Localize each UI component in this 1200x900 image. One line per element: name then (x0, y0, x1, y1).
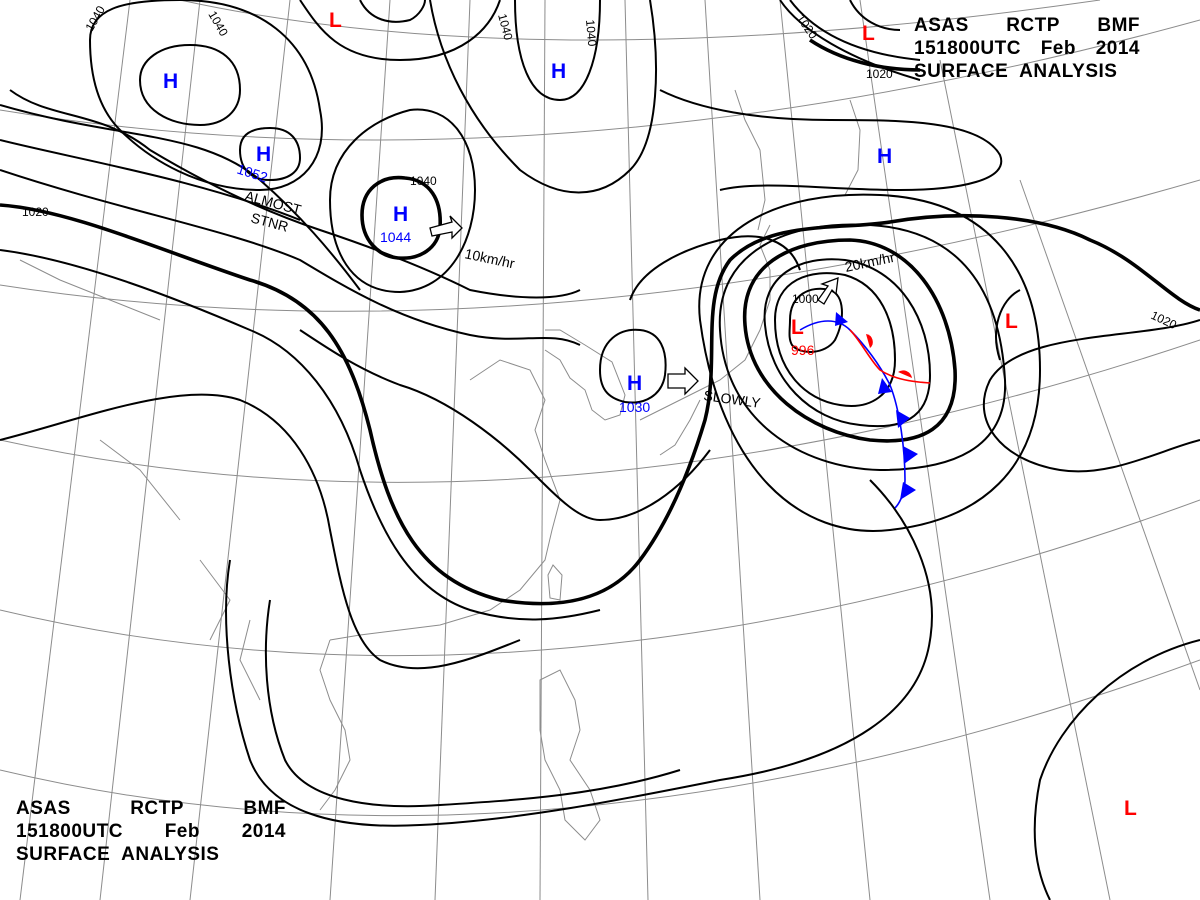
valid-time: 151800UTC (16, 821, 123, 842)
high-center-symbol: H (551, 60, 566, 83)
isobar-label: 1040 (82, 3, 108, 33)
agency-code: ASAS (16, 798, 71, 819)
low-center-symbol: L (1124, 797, 1137, 820)
chart-title: SURFACE ANALYSIS (914, 61, 1118, 82)
valid-year: 2014 (241, 821, 286, 842)
high-center-symbol: H (877, 145, 892, 168)
fronts (799, 312, 931, 509)
high-center-value: 1044 (380, 229, 411, 245)
isobar-label: 1040 (583, 19, 599, 47)
coastlines (19, 89, 861, 841)
valid-month: Feb (164, 821, 200, 842)
warm-front-semicircle (866, 334, 873, 348)
station-code: RCTP (130, 798, 184, 819)
isobar-label: 1040 (205, 9, 231, 39)
valid-year: 2014 (1095, 38, 1140, 59)
high-center-value: 1030 (619, 399, 650, 415)
cold-front-triangle (896, 410, 910, 428)
low-center-symbol: L (791, 316, 804, 339)
cold-front-triangle (903, 446, 918, 464)
cold-front-triangle (878, 378, 892, 394)
warm-front-semicircle (898, 370, 912, 378)
valid-time: 151800UTC (914, 38, 1021, 59)
slowly-label: SLOWLY (703, 387, 763, 411)
isobar-label: 1020 (866, 67, 893, 81)
high-center-symbol: H (393, 203, 408, 226)
chart-title: SURFACE ANALYSIS (16, 844, 220, 865)
product-code: BMF (1097, 15, 1140, 36)
low-center-value: 996 (791, 342, 815, 358)
low-center-symbol: L (329, 9, 342, 32)
low-center-symbol: L (862, 22, 875, 45)
product-code: BMF (243, 798, 286, 819)
chart-header-top: ASAS RCTP BMF 151800UTC Feb 2014 SURFACE ANA… (914, 14, 1140, 83)
agency-code: ASAS (914, 15, 969, 36)
isobar-label: 1000 (792, 292, 819, 306)
isobar-label: 1040 (495, 12, 516, 42)
isobar-label: 1020 (794, 12, 821, 42)
motion-speed-label: 20km/hr (843, 249, 896, 275)
low-center-symbol: L (1005, 310, 1018, 333)
chart-header-bottom: ASAS RCTP BMF 151800UTC Feb 2014 SURFACE ANA… (16, 797, 286, 866)
isobar-label: 1020 (22, 205, 49, 219)
valid-month: Feb (1040, 38, 1076, 59)
high-center-symbol: H (256, 143, 271, 166)
motion-arrows (429, 215, 839, 396)
motion-arrow-h5 (667, 366, 699, 396)
motion-speed-label: 10km/hr (463, 245, 516, 271)
high-center-symbol: H (627, 372, 642, 395)
motion-arrow-h3 (429, 215, 463, 240)
cold-front-triangle (900, 482, 916, 500)
station-code: RCTP (1006, 15, 1060, 36)
pressure-centers: H H 1052 H 1044 H H 1030 H L L L 996 L L (163, 9, 1137, 820)
cold-front-triangle (835, 312, 848, 326)
high-center-symbol: H (163, 70, 178, 93)
motion-arrow-low (817, 277, 839, 305)
isobar-label: 1040 (410, 174, 437, 188)
